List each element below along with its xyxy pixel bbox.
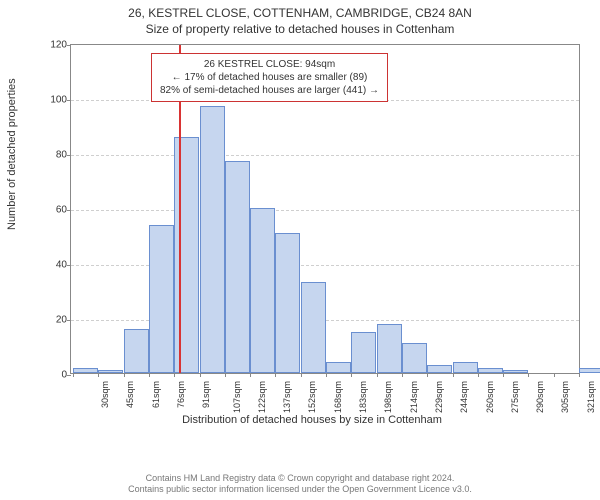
histogram-bar [124,329,149,373]
histogram-bar [149,225,174,374]
y-tick-label: 80 [43,150,67,161]
histogram-bar [377,324,402,374]
x-tick-mark [225,373,226,377]
annotation-line: ← 17% of detached houses are smaller (89… [160,71,379,84]
histogram-bar [174,137,199,374]
x-tick-mark [528,373,529,377]
x-tick-label: 214sqm [409,381,419,413]
x-tick-mark [554,373,555,377]
y-tick-label: 0 [43,370,67,381]
plot-frame: 02040608010012030sqm45sqm61sqm76sqm91sqm… [70,44,580,374]
x-axis-label: Distribution of detached houses by size … [42,414,582,426]
x-tick-label: 290sqm [535,381,545,413]
x-tick-mark [579,373,580,377]
x-tick-mark [427,373,428,377]
histogram-bar [402,343,427,373]
x-tick-mark [149,373,150,377]
histogram-bar [579,368,600,374]
x-tick-mark [124,373,125,377]
x-tick-label: 122sqm [257,381,267,413]
footer-line-2: Contains public sector information licen… [0,484,600,496]
x-tick-label: 137sqm [282,381,292,413]
x-tick-label: 107sqm [232,381,242,413]
x-tick-label: 91sqm [201,381,211,408]
x-tick-mark [174,373,175,377]
x-tick-label: 183sqm [358,381,368,413]
histogram-bar [98,370,123,373]
footer-line-1: Contains HM Land Registry data © Crown c… [0,473,600,485]
histogram-bar [73,368,98,374]
plot-area: 02040608010012030sqm45sqm61sqm76sqm91sqm… [70,44,580,374]
y-tick-label: 60 [43,205,67,216]
x-tick-label: 260sqm [485,381,495,413]
histogram-bar [427,365,452,373]
annotation-box: 26 KESTREL CLOSE: 94sqm← 17% of detached… [151,53,388,102]
x-tick-label: 321sqm [586,381,596,413]
x-tick-mark [250,373,251,377]
x-tick-mark [275,373,276,377]
x-tick-label: 168sqm [333,381,343,413]
x-tick-mark [478,373,479,377]
y-tick-label: 100 [43,95,67,106]
y-tick-label: 20 [43,315,67,326]
chart-title-block: 26, KESTREL CLOSE, COTTENHAM, CAMBRIDGE,… [0,0,600,36]
x-tick-label: 76sqm [176,381,186,408]
chart-area: 02040608010012030sqm45sqm61sqm76sqm91sqm… [42,44,582,424]
x-tick-mark [453,373,454,377]
histogram-bar [478,368,503,374]
chart-title-sub: Size of property relative to detached ho… [0,22,600,36]
x-tick-label: 229sqm [434,381,444,413]
x-tick-label: 152sqm [307,381,317,413]
x-tick-label: 275sqm [510,381,520,413]
histogram-bar [301,282,326,373]
y-tick-label: 120 [43,40,67,51]
histogram-bar [351,332,376,373]
y-axis-label: Number of detached properties [6,78,18,230]
x-tick-mark [301,373,302,377]
histogram-bar [453,362,478,373]
x-tick-mark [326,373,327,377]
histogram-bar [503,370,528,373]
histogram-bar [250,208,275,373]
x-tick-label: 198sqm [383,381,393,413]
x-tick-label: 30sqm [100,381,110,408]
annotation-line: 82% of semi-detached houses are larger (… [160,84,379,97]
x-tick-mark [377,373,378,377]
histogram-bar [275,233,300,373]
x-tick-mark [351,373,352,377]
x-tick-mark [73,373,74,377]
x-tick-mark [98,373,99,377]
x-tick-mark [200,373,201,377]
x-tick-label: 61sqm [151,381,161,408]
x-tick-label: 305sqm [560,381,570,413]
histogram-bar [225,161,250,373]
x-tick-mark [503,373,504,377]
histogram-bar [326,362,351,373]
y-tick-mark [67,375,71,376]
y-tick-label: 40 [43,260,67,271]
chart-title-main: 26, KESTREL CLOSE, COTTENHAM, CAMBRIDGE,… [0,6,600,20]
x-tick-label: 45sqm [125,381,135,408]
histogram-bar [200,106,225,373]
x-tick-label: 244sqm [459,381,469,413]
footer-attribution: Contains HM Land Registry data © Crown c… [0,473,600,496]
annotation-line: 26 KESTREL CLOSE: 94sqm [160,58,379,71]
x-tick-mark [402,373,403,377]
